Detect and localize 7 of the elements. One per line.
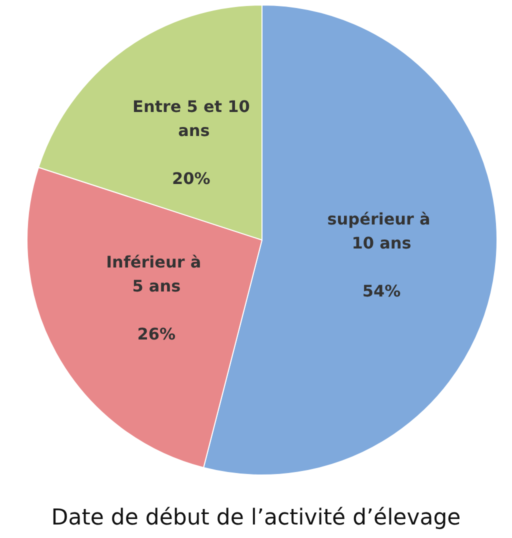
data-label: 26% — [137, 324, 176, 344]
data-label: 54% — [362, 282, 401, 301]
slice-label: Inférieur à 5 ans — [106, 252, 207, 296]
slice-label: supérieur à 10 ans — [327, 210, 436, 253]
slice-label: Entre 5 et 10 ans — [132, 97, 250, 140]
text: Date de début de l’activité d’élevage — [51, 506, 461, 530]
data-label: 20% — [172, 169, 210, 188]
